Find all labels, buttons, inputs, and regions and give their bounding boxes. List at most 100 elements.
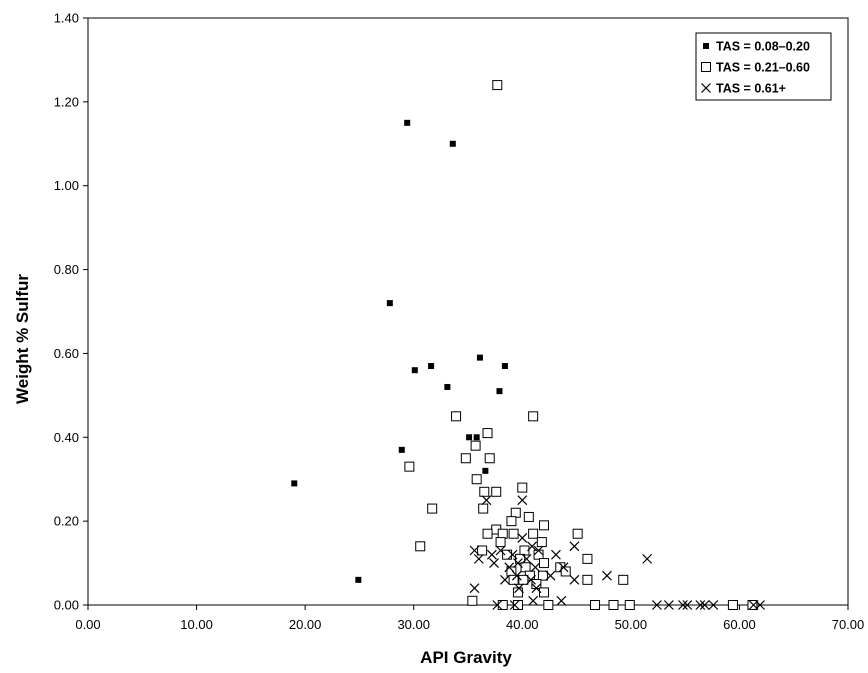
data-point [569,574,580,585]
data-point [492,600,503,610]
data-point [663,600,674,610]
data-point [511,570,522,581]
x-marker-stroke [701,83,711,93]
data-point [513,558,523,568]
data-point [471,474,482,485]
data-point [507,549,518,560]
legend-label: TAS = 0.21–0.60 [716,61,810,75]
x-tick-label: 0.00 [75,617,100,632]
x-marker-stroke [642,553,653,564]
x-marker-stroke [695,600,706,610]
data-point [512,600,523,610]
data-point [509,600,520,610]
data-point [411,367,418,374]
y-tick-label: 0.00 [54,598,79,613]
legend-marker [701,62,711,72]
data-points [291,80,765,610]
data-point [590,600,601,610]
data-point [482,528,493,539]
series-1 [291,119,508,583]
data-point [415,541,426,552]
x-tick-label: 30.00 [397,617,430,632]
data-point [678,600,688,610]
data-point [404,461,415,472]
x-tick-label: 70.00 [832,617,865,632]
data-point [602,570,612,581]
data-point [482,467,489,474]
legend-marker [703,43,709,49]
data-point [545,570,556,581]
legend-box [695,32,832,101]
data-point [291,480,298,487]
data-point [527,541,537,552]
data-point [386,300,393,307]
data-point [502,549,513,560]
data-point [582,574,593,585]
y-tick-label: 0.60 [54,346,79,361]
y-tick-label: 0.80 [54,262,79,277]
data-point [539,587,549,598]
x-marker-stroke [469,583,480,594]
data-point [495,545,506,556]
x-marker-stroke [489,558,499,568]
series-2 [404,80,758,610]
data-point [486,549,497,560]
data-point [499,574,510,585]
y-tick-label: 1.00 [54,178,79,193]
data-point [755,600,765,610]
data-point [624,600,635,610]
x-marker-stroke [509,600,520,610]
data-point [489,558,499,568]
x-marker-stroke [521,553,532,564]
data-point [539,520,549,531]
y-tick-label: 0.20 [54,514,79,529]
x-marker-stroke [469,545,480,556]
data-point [497,528,508,539]
data-point [497,600,508,610]
y-axis-title: Weight % Sulfur [13,274,32,404]
data-point [526,574,536,585]
y-tick-label: 1.20 [54,94,79,109]
data-point [569,541,580,552]
legend-label: TAS = 0.08–0.20 [716,40,810,54]
x-marker-stroke [663,600,674,610]
x-marker-stroke [602,570,612,581]
data-point [508,574,519,585]
data-point [747,600,758,610]
x-marker-stroke [495,545,506,556]
data-point [531,583,542,594]
data-point [642,553,653,564]
data-point [508,528,519,539]
x-marker-stroke [531,583,542,594]
data-point [651,600,662,610]
series-3 [469,495,765,610]
data-point [501,363,508,370]
x-marker-stroke [499,574,510,585]
legend-label: TAS = 0.61+ [716,82,786,96]
data-point [484,453,495,464]
data-point [398,446,405,453]
data-point [531,579,542,590]
x-marker-stroke [526,574,536,585]
data-point [473,553,484,564]
x-marker-stroke [569,541,580,552]
data-point [491,486,502,497]
data-point [469,583,480,594]
data-point [517,532,528,543]
data-point [582,553,593,564]
data-point [427,503,438,514]
data-point [355,576,362,583]
data-point [528,528,539,539]
x-marker-stroke [682,600,693,610]
data-point [496,388,503,395]
data-point [481,495,492,506]
x-marker-stroke [492,600,503,610]
y-tick-label: 1.40 [54,11,79,26]
data-point [523,511,534,522]
x-marker-stroke [551,549,561,560]
data-point [539,558,549,569]
data-point [528,411,539,422]
x-marker-stroke [708,600,719,610]
x-marker-stroke [556,595,567,606]
